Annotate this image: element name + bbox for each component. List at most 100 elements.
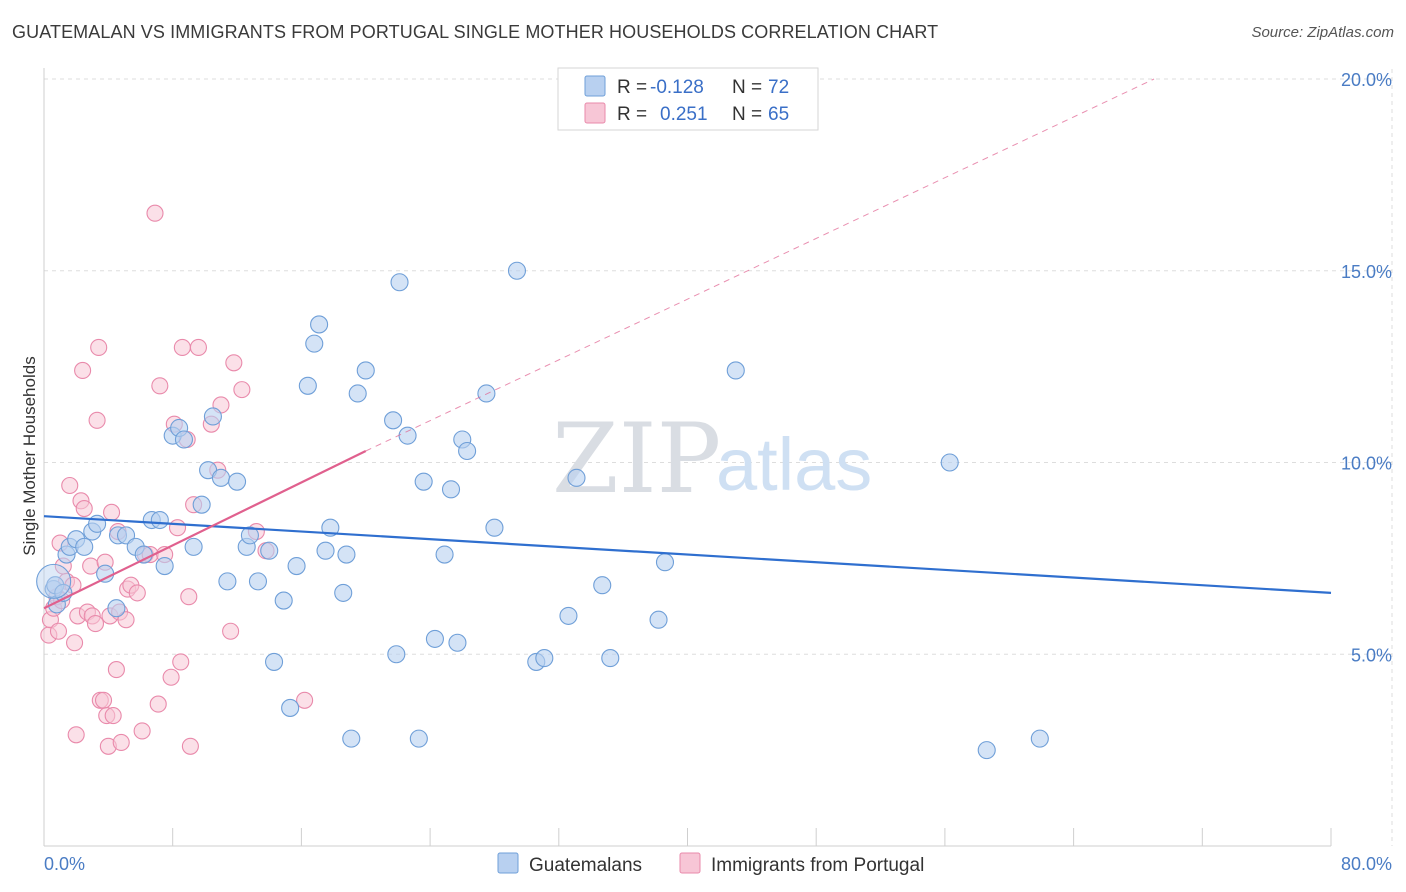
portugal-point-29 [107, 661, 125, 679]
guatemalan-trend-line [43, 515, 1332, 594]
portugal-point-8 [61, 476, 79, 495]
watermark-zip: ZIP [552, 403, 721, 515]
guatemalan-point-48 [387, 645, 406, 664]
y-tick-labels: 5.0% 10.0% 15.0% 20.0% [1341, 70, 1392, 665]
chart-title: GUATEMALAN VS IMMIGRANTS FROM PORTUGAL S… [12, 22, 939, 42]
portugal-point-37 [133, 722, 151, 740]
guatemalan-point-69 [655, 553, 675, 572]
portugal-point-42 [151, 377, 169, 395]
guatemalan-point-28 [228, 472, 247, 491]
guatemalan-point-61 [507, 261, 527, 280]
guatemalan-point-56 [448, 633, 467, 652]
portugal-point-19 [88, 411, 106, 429]
portugal-point-18 [86, 615, 105, 633]
axes [43, 68, 1332, 847]
portugal-point-62 [296, 691, 314, 709]
portugal-point-20 [90, 338, 108, 357]
legend-n-label-2: N = [732, 104, 762, 125]
portugal-point-14 [75, 499, 93, 518]
portugal-point-36 [128, 584, 146, 602]
guatemalan-point-7 [75, 537, 94, 556]
portugal-point-28 [104, 707, 122, 725]
legend-n-value-1: 72 [768, 77, 789, 98]
guatemalan-point-30 [240, 526, 259, 545]
legend-swatch-portugal [584, 102, 606, 124]
stats-legend: R = -0.128 N = 72 R = 0.251 N = 65 [557, 67, 819, 131]
guatemalan-point-42 [334, 583, 353, 602]
guatemalan-point-23 [192, 495, 211, 514]
bottom-legend-swatch-guatemalans [497, 852, 519, 874]
guatemalan-point-46 [356, 361, 375, 380]
portugal-trend-line [43, 450, 367, 610]
portugal-point-64 [67, 726, 85, 744]
portugal-point-33 [117, 611, 135, 629]
y-tick-label-1: 10.0% [1341, 454, 1392, 474]
guatemalan-point-27 [218, 572, 237, 591]
guatemalan-point-65 [567, 468, 586, 487]
guatemalan-point-37 [298, 376, 317, 395]
guatemalan-point-10 [96, 564, 115, 583]
portugal-point-48 [173, 338, 191, 357]
guatemalan-point-72 [977, 741, 996, 760]
portugal-point-53 [189, 338, 207, 357]
legend-n-label-1: N = [732, 77, 762, 98]
watermark-atlas: atlas [716, 423, 872, 506]
legend-n-value-2: 65 [768, 104, 789, 125]
guatemalan-point-71 [940, 453, 959, 472]
portugal-point-41 [149, 695, 167, 713]
guatemalan-point-11 [107, 599, 126, 618]
portugal-trend-extension [365, 78, 1155, 452]
guatemalan-point-51 [409, 729, 428, 748]
portugal-point-4 [49, 622, 68, 640]
guatemalan-point-60 [485, 518, 504, 537]
series-legend: Guatemalans Immigrants from Portugal [497, 852, 924, 876]
guatemalan-point-25 [203, 407, 222, 426]
guatemalan-point-66 [593, 576, 612, 595]
guatemalan-point-21 [174, 430, 194, 449]
guatemalan-point-40 [316, 541, 335, 560]
legend-r-value-1: -0.128 [650, 77, 704, 98]
portugal-point-10 [66, 634, 84, 652]
legend-swatch-guatemalans [584, 75, 606, 97]
guatemalan-point-70 [726, 361, 745, 380]
legend-r-value-2: 0.251 [660, 104, 708, 125]
bottom-legend-portugal: Immigrants from Portugal [711, 855, 924, 876]
portugal-points [40, 204, 314, 755]
guatemalan-point-63 [535, 649, 554, 668]
y-tick-label-0: 5.0% [1351, 645, 1392, 665]
portugal-point-22 [94, 691, 113, 709]
y-tick-label-3: 20.0% [1341, 70, 1392, 90]
guatemalan-point-22 [184, 537, 203, 556]
portugal-point-13 [74, 361, 92, 380]
guatemalan-point-38 [305, 334, 324, 353]
guatemalan-point-53 [425, 629, 444, 648]
portugal-point-58 [225, 354, 243, 372]
guatemalan-point-44 [342, 729, 361, 748]
guatemalan-point-43 [337, 545, 356, 564]
guatemalan-point-59 [477, 384, 496, 403]
portugal-point-47 [172, 653, 190, 671]
guatemalan-point-36 [287, 556, 306, 576]
guatemalan-point-31 [248, 572, 268, 591]
guatemalan-point-26 [211, 468, 231, 487]
guatemalan-point-73 [1030, 729, 1049, 748]
portugal-point-50 [180, 588, 198, 606]
x-tick-min: 0.0% [44, 854, 85, 874]
guatemalan-point-58 [458, 441, 477, 461]
trend-lines [43, 78, 1332, 610]
portugal-point-57 [222, 622, 240, 640]
guatemalan-point-47 [384, 411, 403, 430]
bottom-legend-guatemalans: Guatemalans [529, 855, 642, 876]
guatemalan-point-55 [441, 480, 461, 499]
guatemalan-cluster-point [36, 563, 72, 599]
guatemalan-point-67 [601, 649, 620, 668]
portugal-point-51 [181, 737, 199, 755]
grid-lines [44, 69, 1393, 846]
guatemalan-point-17 [150, 510, 169, 530]
guatemalan-point-49 [390, 273, 409, 292]
guatemalan-point-18 [155, 556, 174, 576]
guatemalan-point-32 [260, 541, 279, 560]
guatemalan-point-54 [435, 545, 454, 564]
guatemalan-point-33 [265, 652, 284, 671]
